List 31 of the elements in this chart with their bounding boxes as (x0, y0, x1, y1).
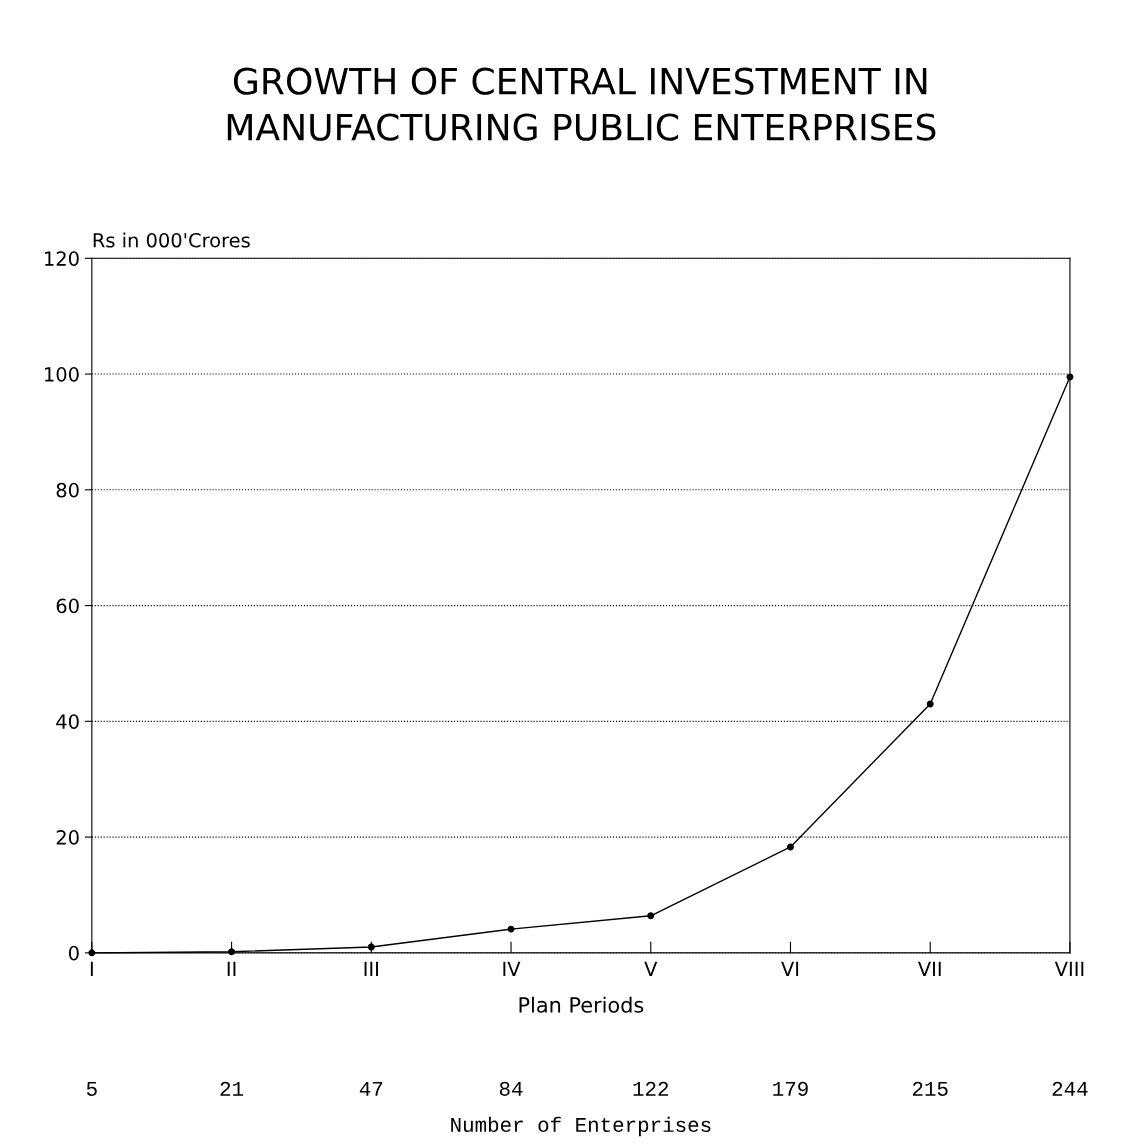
x-tick-label: V (644, 961, 658, 976)
x-axis-title: Plan Periods (519, 996, 644, 1013)
point (926, 700, 934, 708)
text: Number of Enterprises (451, 1116, 711, 1137)
text: 244 (1052, 1081, 1088, 1096)
text: 47 (359, 1081, 383, 1096)
x-tick-label: VIII (1054, 961, 1084, 976)
x-tick-label: IV (503, 961, 521, 976)
text: 215 (912, 1081, 948, 1096)
y-axis-title: Rs in 000'Crores (93, 232, 250, 248)
point (507, 925, 515, 933)
x-tick-label: VII (917, 961, 941, 976)
x-tick-label: VI (781, 961, 799, 976)
y-tick-label: 20 (56, 830, 79, 845)
y-tick-label: 120 (45, 251, 79, 266)
point (787, 843, 794, 851)
x-tick-label: II (227, 961, 236, 976)
y-tick-label: 100 (45, 367, 79, 382)
y-tick-label: 40 (56, 714, 79, 729)
text: 122 (633, 1081, 669, 1096)
point (647, 912, 655, 920)
y-tick-label: 80 (56, 482, 79, 498)
x-tick-label: III (364, 961, 378, 976)
y-tick-label: 0 (68, 945, 79, 961)
text: 179 (773, 1081, 808, 1096)
text: 84 (499, 1081, 523, 1096)
x-tick-label: I (90, 961, 93, 976)
y-tick-label: 60 (56, 598, 79, 614)
chart-title: GROWTH OF CENTRAL INVESTMENT IN MANUFACTURING PUBLIC ENTERPRISES (227, 67, 936, 141)
text: 21 (220, 1081, 244, 1096)
text: 5 (86, 1081, 97, 1096)
